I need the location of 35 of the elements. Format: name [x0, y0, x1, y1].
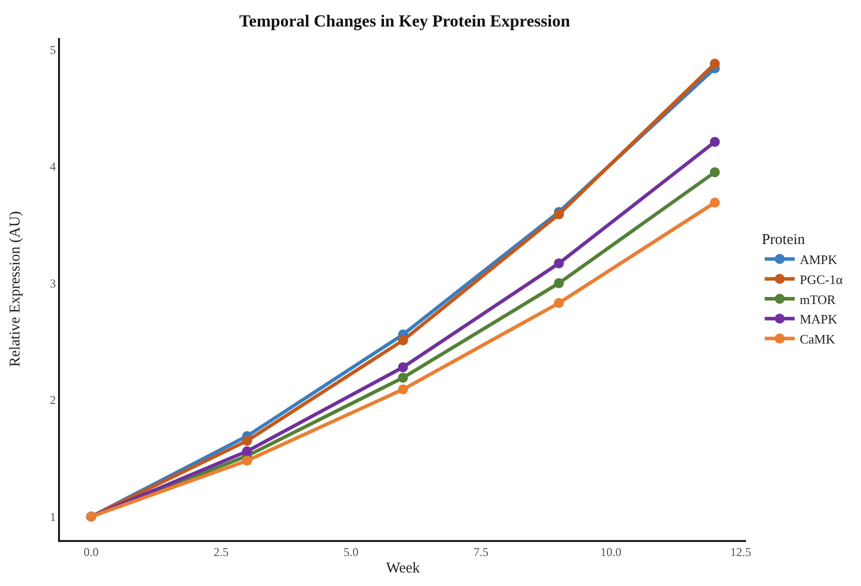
legend-label: mTOR	[800, 292, 836, 307]
point	[554, 278, 564, 288]
point	[398, 372, 408, 383]
point	[710, 167, 720, 178]
y-axis-title: Relative Expression (AU)	[8, 211, 24, 367]
point	[710, 198, 720, 208]
legend-label: MAPK	[800, 312, 838, 327]
point	[554, 209, 564, 220]
x-tick-label: 2.5	[214, 545, 229, 560]
x-tick-label: 0.0	[84, 545, 99, 560]
legend-label: AMPK	[800, 252, 838, 268]
point	[710, 58, 720, 69]
point	[398, 362, 408, 372]
chart-title: Temporal Changes in Key Protein Expression	[239, 12, 571, 31]
point	[710, 136, 720, 147]
x-tick-label: 12.5	[730, 545, 752, 560]
point	[242, 456, 252, 466]
point	[554, 298, 564, 308]
legend-label: PGC-1α	[800, 272, 843, 287]
y-tick-label: 1	[50, 510, 56, 524]
y-tick-label: 3	[50, 276, 56, 290]
legend-title: Protein	[762, 232, 806, 248]
x-tick-label: 10.0	[600, 545, 622, 560]
y-tick-label: 2	[50, 393, 56, 408]
point	[398, 384, 408, 394]
legend-label: CaMK	[800, 332, 836, 347]
point	[398, 335, 408, 346]
x-tick-label: 7.5	[473, 545, 488, 560]
y-tick-label: 5	[50, 42, 56, 57]
point	[554, 258, 564, 268]
x-axis-title: Week	[386, 560, 420, 577]
x-tick-label: 5.0	[344, 545, 359, 560]
y-tick-label: 4	[50, 160, 56, 174]
point	[242, 436, 252, 446]
point	[242, 446, 252, 456]
